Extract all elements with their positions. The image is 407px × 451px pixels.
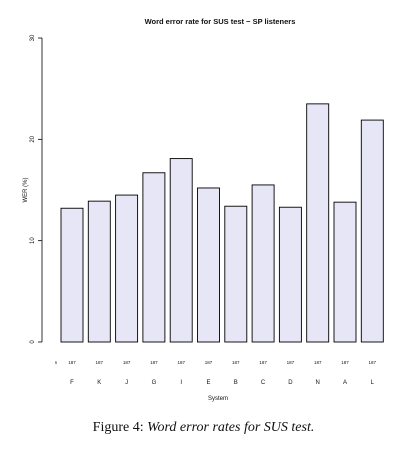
count-label-J: 187	[123, 360, 131, 365]
y-tick-label: 0	[30, 340, 36, 344]
count-label-D: 187	[287, 360, 295, 365]
bar-N	[306, 103, 330, 343]
chart-title: Word error rate for SUS test − SP listen…	[145, 17, 296, 26]
x-tick-label-B: B	[234, 380, 238, 386]
bar-B	[224, 205, 248, 343]
y-tick-label: 30	[30, 34, 36, 41]
x-tick-label-F: F	[70, 380, 74, 386]
x-tick-label-I: I	[180, 380, 182, 386]
count-label-G: 187	[150, 360, 158, 365]
x-tick-label-C: C	[261, 380, 266, 386]
y-axis: 0 10 20 30	[30, 34, 43, 344]
count-label-C: 187	[259, 360, 267, 365]
count-label-I: 187	[177, 360, 185, 365]
count-label-B: 187	[232, 360, 240, 365]
bar-I	[169, 158, 193, 343]
y-tick-label: 20	[30, 135, 36, 142]
count-row-label: n	[55, 360, 58, 365]
bar-D	[278, 206, 302, 343]
x-tick-label-J: J	[125, 380, 128, 386]
x-tick-label-A: A	[343, 380, 347, 386]
bar-C	[251, 184, 275, 343]
caption-text: Word error rates for SUS test.	[147, 420, 315, 435]
x-tick-label-L: L	[371, 380, 375, 386]
count-label-N: 187	[314, 360, 322, 365]
bar-G	[142, 172, 166, 343]
count-label-K: 187	[96, 360, 104, 365]
y-tick-label: 10	[30, 237, 36, 244]
bar-K	[87, 200, 111, 343]
count-label-L: 187	[369, 360, 377, 365]
count-label-A: 187	[341, 360, 349, 365]
x-tick-label-G: G	[152, 380, 157, 386]
x-tick-label-E: E	[206, 380, 210, 386]
bar-L	[360, 119, 384, 343]
bar-E	[197, 187, 220, 343]
bar-F	[60, 207, 84, 343]
bars	[60, 103, 384, 343]
x-axis-label: System	[208, 396, 228, 402]
count-labels: 187 187 187 187 187 187 187 187 187 187 187 187	[68, 360, 376, 365]
figure-caption: Figure 4: Word error rates for SUS test.	[0, 420, 407, 436]
count-label-F: 187	[68, 360, 76, 365]
bar-J	[115, 194, 139, 343]
count-label-E: 187	[205, 360, 213, 365]
caption-prefix: Figure 4:	[92, 420, 144, 435]
bar-chart: Word error rate for SUS test − SP listen…	[23, 17, 384, 402]
y-axis-label: WER (%)	[23, 178, 29, 203]
x-tick-label-D: D	[288, 380, 293, 386]
x-tick-label-N: N	[316, 380, 320, 386]
bar-A	[333, 201, 357, 343]
x-tick-label-K: K	[97, 380, 101, 386]
